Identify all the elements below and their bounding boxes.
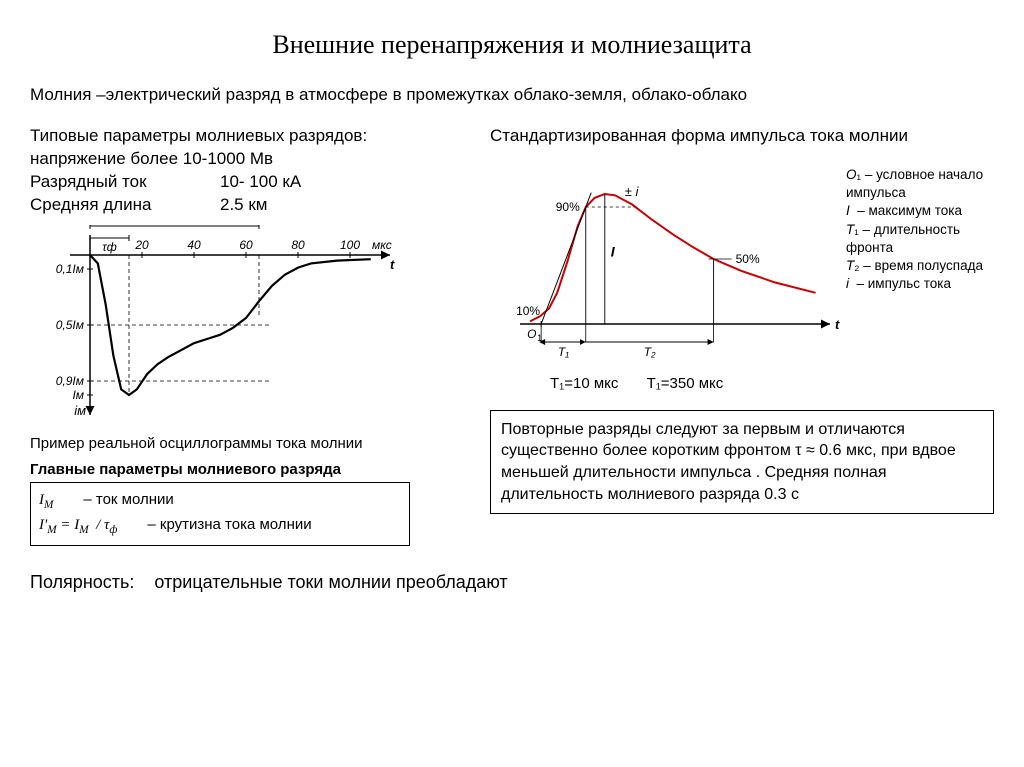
svg-text:0,1Iм: 0,1Iм — [56, 262, 84, 276]
svg-text:50%: 50% — [736, 252, 760, 266]
formula-im: IM — [39, 489, 53, 514]
svg-text:20: 20 — [134, 238, 149, 252]
svg-text:10%: 10% — [516, 304, 540, 318]
page-title: Внешние перенапряжения и молниезащита — [30, 30, 994, 60]
polarity-label: Полярность: — [30, 572, 134, 592]
std-title: Стандартизированная форма импульса тока … — [490, 125, 994, 148]
typical-params: Типовые параметры молниевых разрядов: на… — [30, 125, 470, 217]
timing-t2: Т₁=350 мкс — [647, 375, 724, 392]
params-heading: Типовые параметры молниевых разрядов: — [30, 125, 470, 148]
svg-text:80: 80 — [291, 238, 305, 252]
legend-t1: T₁ – длительность фронта — [846, 221, 994, 257]
params-voltage: напряжение более 10-1000 Мв — [30, 148, 470, 171]
svg-text:iм: iм — [74, 403, 86, 418]
oscillogram-chart: 20406080100мксt0,1Iм0,5Iм0,9IмIмiмτфτв — [30, 225, 470, 430]
params-length-value: 2.5 км — [220, 194, 267, 217]
polarity-text: отрицательные токи молнии преобладают — [154, 572, 507, 592]
svg-text:0,5Iм: 0,5Iм — [56, 318, 84, 332]
timing-t1: Т₁=10 мкс — [550, 375, 618, 392]
svg-text:0,9Iм: 0,9Iм — [56, 374, 84, 388]
svg-text:мкс: мкс — [372, 238, 392, 252]
legend-i: I – максимум тока — [846, 202, 994, 220]
svg-text:Iм: Iм — [72, 388, 84, 402]
svg-text:τф: τф — [102, 240, 117, 254]
main-params-title: Главные параметры молниевого разряда — [30, 461, 470, 478]
svg-text:100: 100 — [340, 238, 360, 252]
svg-text:40: 40 — [187, 238, 201, 252]
legend-t2: T₂ – время полуспада — [846, 257, 994, 275]
impulse-legend: O₁ – условное начало импульса I – максим… — [846, 166, 994, 392]
params-length-label: Средняя длина — [30, 194, 220, 217]
polarity-line: Полярность: отрицательные токи молнии пр… — [30, 572, 994, 593]
params-current-row: Разрядный ток 10- 100 кА — [30, 171, 470, 194]
svg-text:t: t — [835, 317, 840, 332]
impulse-chart: t90%10%50%± iIO1T₁T₂ Т₁=10 мкс Т₁=350 мк… — [490, 154, 840, 392]
oscillogram-caption: Пример реальной осциллограммы тока молни… — [30, 434, 470, 454]
svg-text:± i: ± i — [625, 184, 640, 199]
svg-text:t: t — [390, 257, 395, 272]
intro-text: Молния –электрический разряд в атмосфере… — [30, 84, 994, 107]
params-current-label: Разрядный ток — [30, 171, 220, 194]
svg-text:T₂: T₂ — [644, 345, 656, 359]
legend-o1: O₁ – условное начало импульса — [846, 166, 994, 202]
formula-im-desc: – ток молнии — [83, 489, 173, 512]
repeat-discharge-box: Повторные разряды следуют за первым и от… — [490, 410, 994, 514]
legend-imp: i – импульс тока — [846, 275, 994, 293]
formula-imprime: I'M = IM / τф — [39, 514, 117, 539]
svg-text:60: 60 — [239, 238, 253, 252]
svg-text:I: I — [611, 243, 616, 259]
formula-box: IM – ток молнии I'M = IM / τф – крутизна… — [30, 482, 410, 546]
svg-text:O: O — [527, 327, 536, 341]
svg-text:T₁: T₁ — [558, 345, 569, 359]
svg-text:90%: 90% — [556, 200, 580, 214]
formula-imprime-desc: – крутизна тока молнии — [147, 514, 311, 537]
params-current-value: 10- 100 кА — [220, 171, 301, 194]
params-length-row: Средняя длина 2.5 км — [30, 194, 470, 217]
